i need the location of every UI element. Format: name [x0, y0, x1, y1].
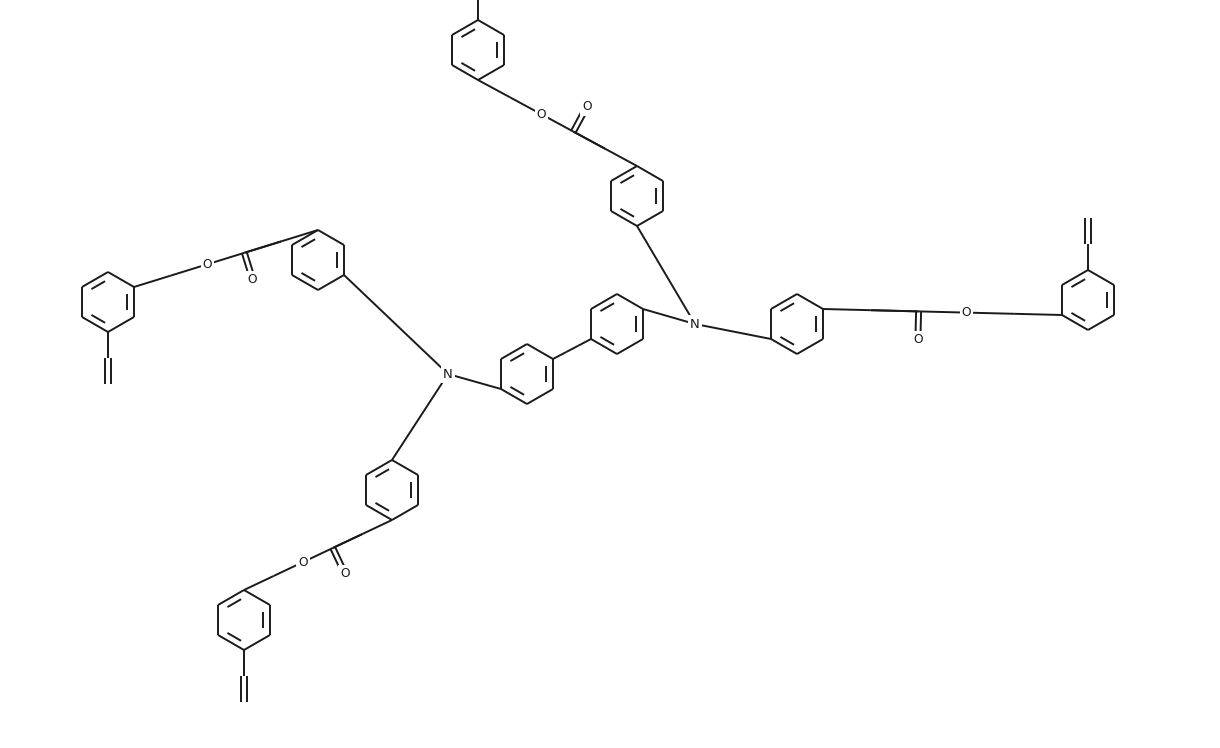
Text: O: O [913, 333, 922, 346]
Text: N: N [443, 367, 453, 381]
Text: O: O [340, 567, 350, 580]
Text: O: O [203, 258, 212, 271]
Text: N: N [691, 317, 700, 331]
Text: O: O [537, 108, 547, 121]
Text: O: O [299, 556, 307, 568]
Text: O: O [248, 273, 257, 286]
Text: O: O [961, 306, 971, 319]
Text: O: O [582, 100, 592, 114]
